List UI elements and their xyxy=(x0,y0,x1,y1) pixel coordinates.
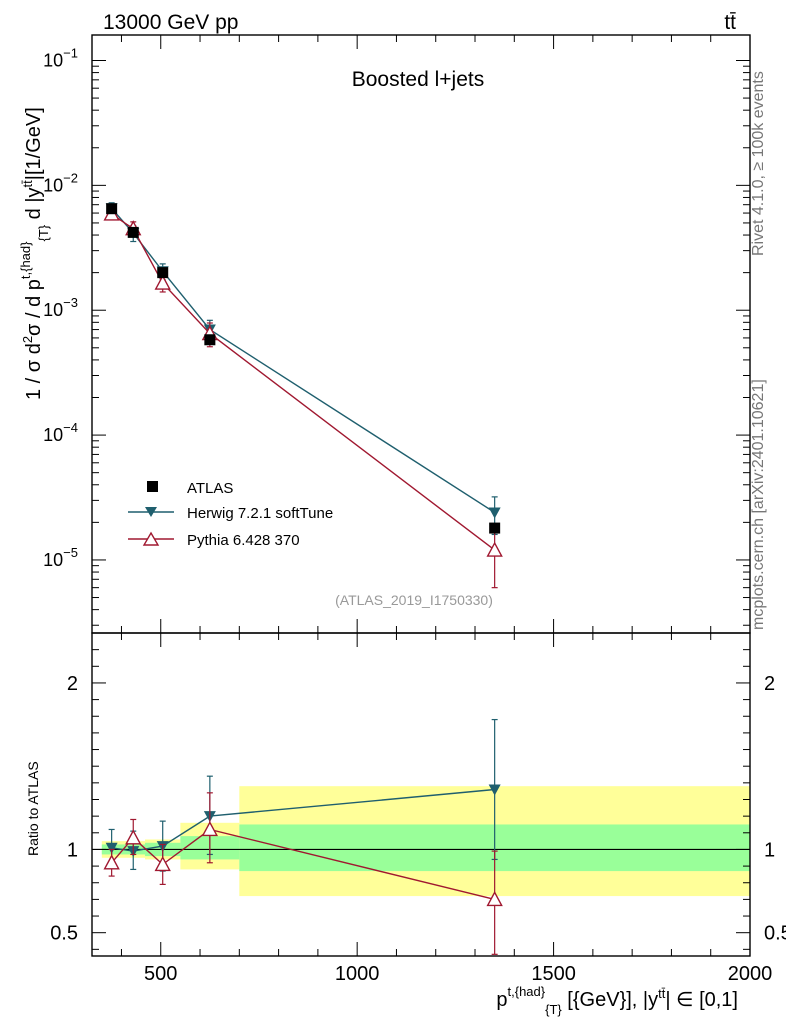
ratio-xtick-label: 1500 xyxy=(531,963,576,985)
main-series-line xyxy=(111,207,496,514)
process-label: tt̄ xyxy=(724,11,736,34)
ratio-xtick-label: 2000 xyxy=(728,963,773,985)
legend-herwig-marker xyxy=(145,507,157,517)
ratio-point xyxy=(103,854,120,870)
main-point xyxy=(486,541,503,557)
ratio-point xyxy=(201,820,219,837)
legend-atlas-marker xyxy=(147,481,158,492)
legend-pythia-label: Pythia 6.428 370 xyxy=(187,532,300,549)
energy-label: 13000 GeV pp xyxy=(103,11,238,34)
analysis-id: (ATLAS_2019_I1750330) xyxy=(335,592,493,608)
ratio-point xyxy=(105,842,118,854)
arxiv-label: mcplots.cern.ch [arXiv:2401.10621] xyxy=(750,379,767,630)
ratio-frame xyxy=(91,632,751,957)
main-ytick-label: 10−5 xyxy=(43,545,78,570)
main-series-line xyxy=(111,213,496,551)
ratio-ytick-label-right: 1 xyxy=(764,839,775,861)
plot-title: Boosted l+jets xyxy=(352,68,485,91)
main-point xyxy=(106,203,118,215)
legend-pythia-marker xyxy=(142,531,160,546)
main-ytick-label: 10−1 xyxy=(43,45,78,70)
legend-herwig-label: Herwig 7.2.1 softTune xyxy=(187,505,333,522)
main-ytick-label: 10−3 xyxy=(43,295,78,320)
main-point xyxy=(489,522,501,534)
ratio-ytick-label-right: 2 xyxy=(764,673,775,695)
ratio-ytick-label: 0.5 xyxy=(50,923,78,945)
ratio-xtick-label: 500 xyxy=(144,963,177,985)
ratio-ytick-label-right: 0.5 xyxy=(764,923,786,945)
ratio-panel: 0.5 0.5 1 1 2 2 500 1000 1500 2000 xyxy=(50,633,786,985)
ratio-series-layer xyxy=(103,718,503,955)
rivet-label: Rivet 4.1.0, ≥ 100k events xyxy=(750,71,767,256)
ratio-ytick-label: 2 xyxy=(67,673,78,695)
main-point xyxy=(127,226,139,238)
ratio-bands-layer xyxy=(101,786,751,897)
main-ylabel: 1 / σ d2σ / d pt,{had}{T} d |ytt̄|[1/GeV… xyxy=(18,107,51,400)
main-point xyxy=(488,507,501,519)
ratio-point xyxy=(154,855,171,872)
legend-atlas-label: ATLAS xyxy=(187,480,233,497)
ratio-ytick-label: 1 xyxy=(67,839,78,861)
ratio-point xyxy=(125,829,142,845)
main-point xyxy=(157,267,169,279)
main-point xyxy=(204,334,216,346)
main-ytick-label: 10−2 xyxy=(43,170,78,195)
ratio-ylabel: Ratio to ATLAS xyxy=(25,761,41,856)
main-ytick-label: 10−4 xyxy=(43,420,78,445)
legend: ATLAS Herwig 7.2.1 softTune Pythia 6.428… xyxy=(128,480,333,549)
main-point xyxy=(154,274,171,290)
ratio-point xyxy=(488,784,501,796)
xlabel: pt,{had}{T} [{GeV}], |ytt̄| ∈ [0,1] xyxy=(496,984,738,1017)
ratio-point xyxy=(486,890,503,907)
main-series-layer xyxy=(103,202,503,589)
ratio-xtick-label: 1000 xyxy=(335,963,380,985)
